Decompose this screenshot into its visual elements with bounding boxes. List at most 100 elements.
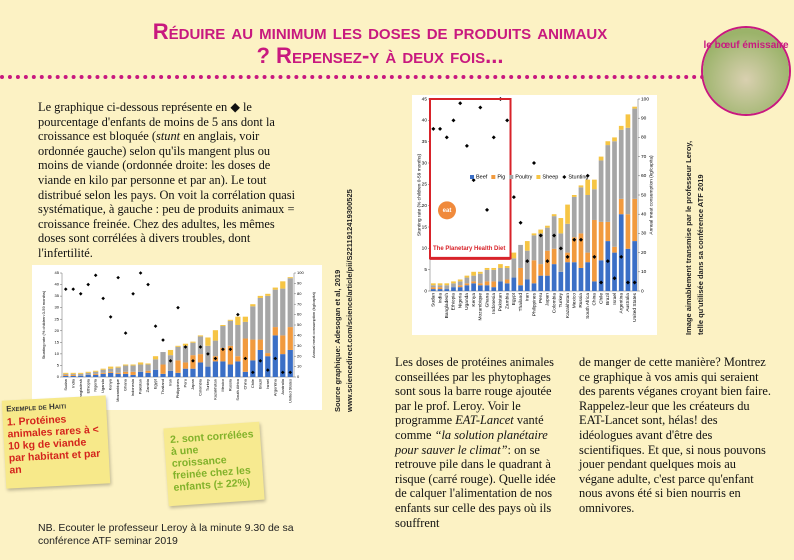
legend-swatch: [491, 175, 496, 179]
x-tick-label: Mexico: [220, 378, 225, 391]
note: 2. sont corrélées à une croissance frein…: [163, 421, 265, 507]
bar-segment: [130, 364, 136, 366]
bar-segment: [605, 141, 611, 146]
bar-segment: [227, 319, 234, 321]
bar-segment: [437, 285, 443, 288]
x-tick-label: Peru: [538, 293, 544, 303]
bar-segment: [464, 277, 470, 284]
bar-segment: [287, 327, 293, 350]
bar-segment: [632, 106, 637, 109]
y2-axis-label: Annual meat consumption (kg/capita): [648, 155, 654, 235]
bar-segment: [272, 289, 278, 328]
body-text: vanté comme: [395, 413, 544, 442]
x-tick-label: Bangladesh: [78, 379, 83, 400]
x-tick-label: Colombia: [551, 293, 557, 314]
stunting-point: [161, 338, 165, 342]
bar-segment: [182, 362, 189, 369]
stunting-point: [464, 143, 469, 148]
y-tick-label: 25: [55, 316, 60, 321]
y-tick-label: 30: [55, 305, 60, 310]
bar-segment: [632, 108, 637, 199]
bar-segment: [551, 216, 557, 249]
x-tick-label: Israel: [612, 293, 618, 305]
x-tick-label: Egypt: [153, 378, 158, 389]
stunting-point: [108, 315, 113, 319]
bar-segment: [578, 233, 584, 268]
x-tick-label: Zambia: [504, 293, 510, 309]
bar-segment: [612, 246, 617, 253]
bar-segment: [431, 289, 436, 291]
bar-segment: [605, 221, 611, 242]
bar-segment: [100, 369, 106, 373]
bar-segment: [265, 353, 271, 357]
stunting-point: [228, 347, 233, 352]
bar-segment: [280, 354, 286, 377]
stunting-point: [116, 275, 120, 280]
bar-segment: [531, 283, 537, 291]
bar-segment: [625, 127, 631, 215]
x-tick-label: Japan: [545, 293, 551, 306]
x-tick-label: Nigeria: [93, 378, 98, 391]
bar-segment: [220, 361, 226, 377]
bar-segment: [272, 327, 278, 336]
chart: 0 5 10 15 20 25 30 35 40 45 0 10 20 30 40 50 60 70 80 90 100…: [416, 96, 654, 322]
y-tick-label: 40: [422, 118, 428, 124]
bar-segment: [518, 244, 523, 268]
bar-segment: [612, 141, 617, 247]
bar-segment: [444, 289, 450, 291]
x-tick-label: China: [592, 293, 598, 306]
bar-segment: [504, 279, 510, 284]
bar-segment: [93, 374, 99, 377]
bar-segment: [205, 337, 211, 346]
bar-segment: [457, 287, 463, 291]
legend-label: Pig: [497, 174, 505, 180]
y2-tick-label: 10: [641, 269, 647, 275]
x-tick-label: Ethiopia: [451, 293, 457, 311]
x-tick-label: Ghana: [484, 293, 490, 308]
bar-segment: [524, 279, 530, 291]
bar-segment: [632, 241, 637, 291]
bar-segment: [63, 373, 69, 375]
bar-segment: [585, 252, 591, 263]
bar-segment: [598, 260, 604, 291]
bar-segment: [477, 283, 483, 286]
stunting-point: [131, 292, 135, 296]
note-text: 1. Protéines animales rares à < 10 kg de…: [6, 413, 101, 477]
bar-segment: [175, 345, 181, 347]
bar-segment: [108, 372, 114, 377]
bar-segment: [137, 364, 144, 372]
note-text: 2. sont corrélées à une croissance frein…: [169, 428, 254, 494]
x-tick-label: Russia: [578, 293, 584, 308]
bar-segment: [545, 250, 550, 276]
bar-segment: [70, 372, 76, 374]
bar-segment: [265, 295, 271, 354]
x-tick-label: Brazil: [257, 379, 262, 389]
x-tick-label: Australia: [280, 378, 285, 394]
bar-segment: [531, 233, 537, 236]
bar-segment: [130, 365, 136, 372]
bar-segment: [551, 248, 557, 265]
y2-tick-label: 80: [297, 291, 302, 296]
bar-segment: [235, 361, 241, 377]
bar-segment: [565, 223, 570, 253]
bar-segment: [511, 252, 517, 259]
y-tick-label: 10: [422, 246, 428, 252]
bar-segment: [451, 281, 456, 284]
x-tick-label: Chile: [250, 378, 255, 388]
bar-segment: [484, 281, 490, 286]
bar-segment: [444, 285, 450, 290]
stunting-point: [78, 292, 83, 296]
bar-segment: [585, 262, 591, 291]
bar-segment: [220, 347, 226, 362]
stunting-point: [146, 282, 150, 287]
x-tick-label: South Africa: [585, 293, 591, 319]
stunting-point: [251, 370, 255, 375]
stunting-point: [273, 356, 278, 361]
logo[interactable]: le bœuf émissaire: [703, 28, 789, 114]
bar-segment: [464, 275, 470, 278]
stunting-point: [221, 347, 225, 352]
bar-segment: [257, 349, 263, 377]
stunting-point: [471, 178, 476, 183]
stunting-point: [565, 254, 570, 259]
bar-segment: [152, 356, 159, 360]
